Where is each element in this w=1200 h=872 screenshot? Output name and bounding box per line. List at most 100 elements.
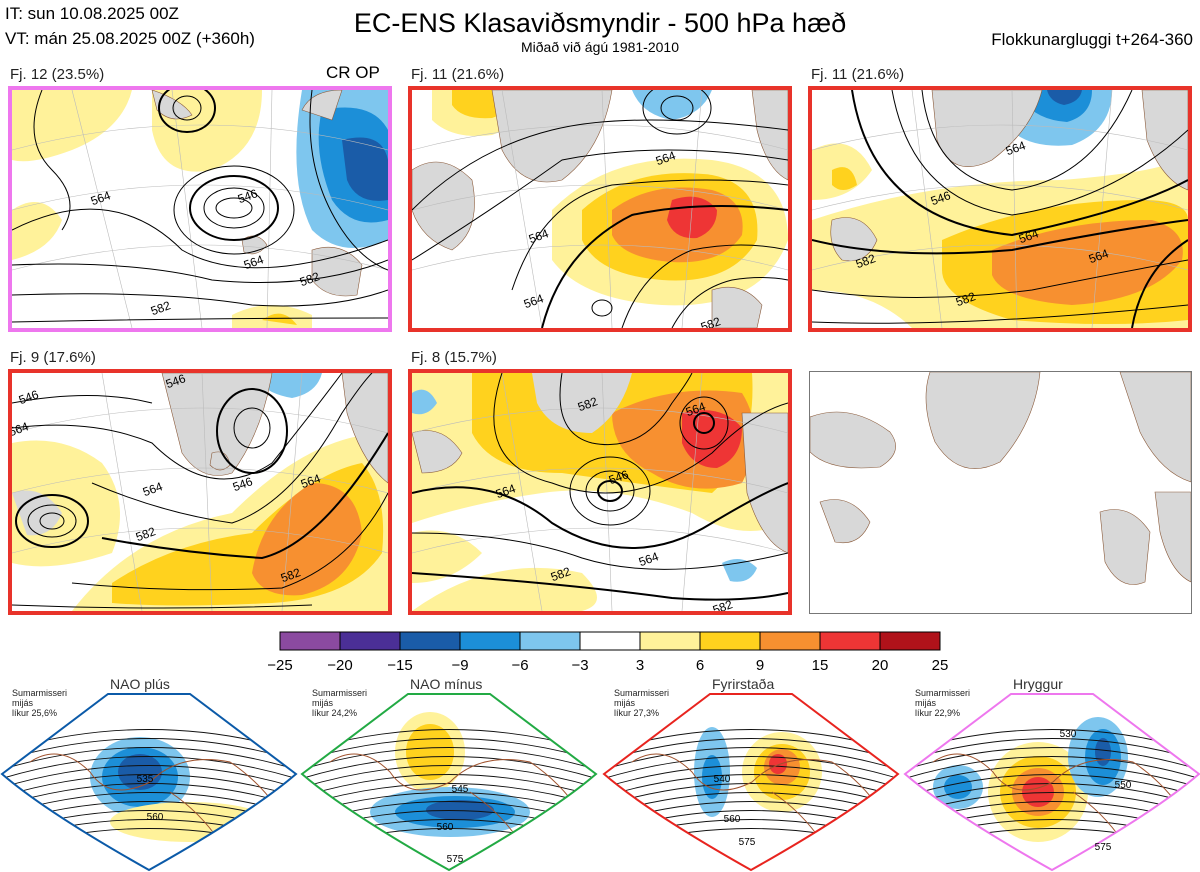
contour-label: 564 bbox=[299, 471, 323, 491]
panel-1-tag: CR OP bbox=[326, 63, 380, 82]
regime-season: Sumarmisseri bbox=[915, 688, 971, 698]
contour-label: 546 bbox=[607, 467, 631, 487]
regime-fan-map: 535 560 bbox=[0, 693, 298, 872]
height-contour bbox=[604, 738, 898, 762]
regime-sub: mijás bbox=[12, 698, 34, 708]
contour-label: 582 bbox=[854, 251, 878, 271]
colorbar-swatch bbox=[579, 631, 641, 651]
height-contour bbox=[302, 747, 596, 771]
colorbar-swatch bbox=[759, 631, 821, 651]
contour-label: 582 bbox=[576, 394, 600, 414]
contour-label: 564 bbox=[527, 226, 551, 246]
regime-fan-map: 545 560 575 bbox=[300, 693, 598, 872]
regime-fan-map: 540 560 575 bbox=[602, 693, 900, 872]
contour-label: 564 bbox=[654, 148, 678, 168]
regime-sub: mijás bbox=[915, 698, 937, 708]
colorbar-swatch bbox=[879, 631, 941, 651]
regime-note: Sumarmisseri mijás líkur 27,3% bbox=[614, 688, 669, 718]
colorbar-swatch bbox=[339, 631, 401, 651]
colorbar-swatch bbox=[519, 631, 581, 651]
height-contour bbox=[302, 738, 596, 762]
empty-map bbox=[809, 371, 1192, 614]
colorbar-tick: 15 bbox=[812, 657, 829, 674]
anomaly-shade bbox=[769, 754, 787, 774]
regime-note: Sumarmisseri mijás líkur 25,6% bbox=[12, 688, 67, 718]
contour-label: 560 bbox=[724, 814, 741, 825]
cluster-map-4: 546 546 564 564 546 564 582 582 bbox=[8, 369, 392, 615]
colorbar-swatch bbox=[639, 631, 701, 651]
fan-frame bbox=[903, 693, 1200, 872]
contour-label: 582 bbox=[298, 269, 322, 289]
height-contour bbox=[2, 747, 296, 771]
regime-prob: líkur 25,6% bbox=[12, 708, 58, 718]
contour-label: 564 bbox=[522, 291, 546, 311]
height-contour bbox=[302, 756, 596, 780]
colorbar-swatch bbox=[699, 631, 761, 651]
coastline bbox=[329, 753, 581, 813]
height-contour bbox=[604, 783, 898, 807]
height-contour bbox=[604, 765, 898, 789]
colorbar-swatch bbox=[819, 631, 881, 651]
contour-label: 546 bbox=[236, 186, 260, 206]
contour-label: 564 bbox=[637, 549, 661, 569]
colorbar: −25 −20 −15 −9 −6 −3 3 6 9 15 20 25 bbox=[267, 631, 949, 674]
fan-frame bbox=[602, 693, 900, 872]
colorbar-tick: −3 bbox=[571, 657, 588, 674]
contour-label: 564 bbox=[494, 481, 518, 501]
fan-frame bbox=[300, 693, 598, 872]
contour-label: 575 bbox=[739, 837, 756, 848]
cluster-map-5: 582 564 546 564 564 582 582 bbox=[408, 369, 792, 615]
regime-prob: líkur 27,3% bbox=[614, 708, 660, 718]
regime-season: Sumarmisseri bbox=[614, 688, 670, 698]
contour-label: 582 bbox=[134, 524, 158, 544]
colorbar-tick: −9 bbox=[451, 657, 468, 674]
cluster-map-2: 564 564 564 582 bbox=[408, 86, 792, 332]
colorbar-tick: 25 bbox=[932, 657, 949, 674]
initial-time: IT: sun 10.08.2025 00Z bbox=[5, 4, 179, 23]
regime-title: Fyrirstaða bbox=[712, 676, 775, 692]
anomaly-shade bbox=[702, 755, 722, 799]
contour-label: 546 bbox=[929, 188, 953, 208]
height-contour bbox=[604, 756, 898, 780]
coastline bbox=[932, 753, 1184, 813]
coastline bbox=[29, 753, 281, 813]
contour-label: 546 bbox=[231, 474, 255, 494]
height-contour bbox=[905, 765, 1199, 789]
contour-label: 582 bbox=[149, 298, 173, 318]
cluster-map-1: 564 546 564 582 582 bbox=[8, 86, 392, 332]
height-contour bbox=[2, 783, 296, 807]
height-contour bbox=[905, 783, 1199, 807]
regime-sub: mijás bbox=[312, 698, 334, 708]
anomaly-shade bbox=[426, 800, 494, 820]
regime-title: Hryggur bbox=[1013, 676, 1063, 692]
height-contour bbox=[302, 765, 596, 789]
contour-label: 560 bbox=[437, 822, 454, 833]
regime-title: NAO mínus bbox=[410, 676, 483, 692]
regime-note: Sumarmisseri mijás líkur 24,2% bbox=[312, 688, 367, 718]
height-contour bbox=[2, 738, 296, 762]
panel-5-label: Fj. 8 (15.7%) bbox=[411, 349, 497, 366]
height-contour bbox=[604, 747, 898, 771]
contour-label: 540 bbox=[714, 774, 731, 785]
colorbar-swatch bbox=[399, 631, 461, 651]
colorbar-tick: −6 bbox=[511, 657, 528, 674]
height-contour bbox=[905, 747, 1199, 771]
contour-label: 582 bbox=[549, 564, 573, 584]
colorbar-swatch bbox=[459, 631, 521, 651]
contour-label: 530 bbox=[1060, 729, 1077, 740]
height-contour bbox=[905, 738, 1199, 762]
chart-subtitle: Miðað við ágú 1981-2010 bbox=[520, 39, 679, 55]
coastline bbox=[631, 753, 883, 813]
cluster-map-3: 564 546 564 582 582 564 bbox=[808, 86, 1192, 332]
contour-label: 575 bbox=[447, 854, 464, 865]
chart-title: EC-ENS Klasaviðsmyndir - 500 hPa hæð bbox=[353, 8, 847, 38]
contour-label: 564 bbox=[684, 399, 708, 419]
contour-label: 564 bbox=[1087, 246, 1111, 266]
regime-note: Sumarmisseri mijás líkur 22,9% bbox=[915, 688, 970, 718]
height-contour bbox=[2, 765, 296, 789]
regime-season: Sumarmisseri bbox=[312, 688, 368, 698]
panel-3-label: Fj. 11 (21.6%) bbox=[811, 66, 905, 83]
colorbar-tick: −15 bbox=[387, 657, 412, 674]
contour-label: 564 bbox=[1004, 138, 1028, 158]
contour-label: 564 bbox=[242, 252, 266, 272]
